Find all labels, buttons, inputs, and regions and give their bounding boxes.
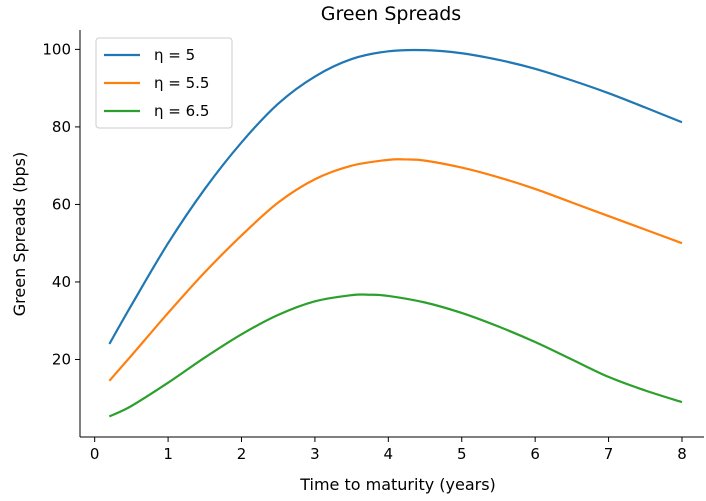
chart-title: Green Spreads — [321, 3, 461, 25]
legend-label-2: η = 5.5 — [154, 74, 209, 92]
x-tick-label: 4 — [384, 445, 394, 463]
x-tick-label: 6 — [530, 445, 540, 463]
x-ticks: 0 1 2 3 4 5 6 7 8 — [90, 437, 687, 463]
series-line-2 — [108, 158, 683, 382]
y-tick-label: 60 — [52, 195, 71, 213]
x-tick-label: 5 — [457, 445, 467, 463]
x-tick-label: 7 — [604, 445, 614, 463]
legend-label-1: η = 5 — [154, 46, 195, 64]
legend-label-3: η = 6.5 — [154, 102, 209, 120]
x-axis-label: Time to maturity (years) — [299, 475, 496, 494]
y-ticks: 20 40 60 80 100 — [42, 40, 80, 368]
x-tick-label: 8 — [677, 445, 687, 463]
series-line-3 — [108, 293, 683, 418]
series-line-1 — [108, 48, 683, 345]
y-tick-label: 100 — [42, 40, 71, 58]
x-tick-label: 3 — [310, 445, 320, 463]
x-tick-label: 1 — [163, 445, 173, 463]
legend: η = 5 η = 5.5 η = 6.5 — [95, 37, 233, 129]
x-tick-label: 2 — [237, 445, 247, 463]
legend-items: η = 5 η = 5.5 η = 6.5 — [104, 46, 209, 120]
x-tick-label: 0 — [90, 445, 100, 463]
y-axis-label: Green Spreads (bps) — [10, 152, 29, 316]
legend-box — [95, 37, 233, 129]
y-tick-label: 20 — [52, 350, 71, 368]
plot-lines — [108, 48, 683, 418]
y-tick-label: 80 — [52, 118, 71, 136]
y-tick-label: 40 — [52, 273, 71, 291]
